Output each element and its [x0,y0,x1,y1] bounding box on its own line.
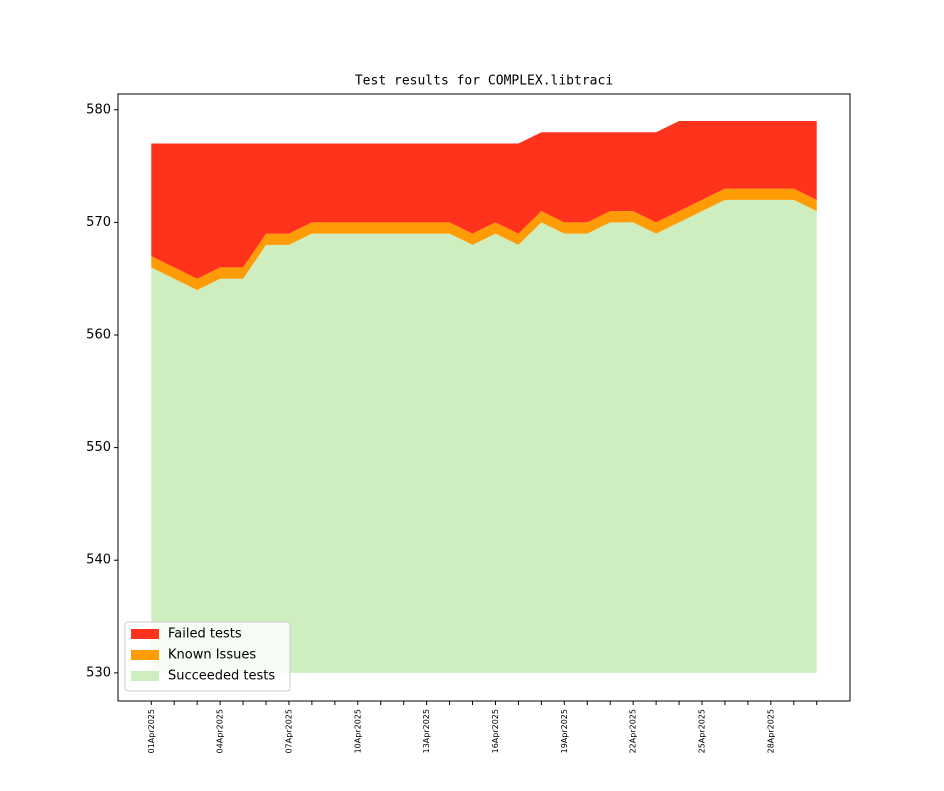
x-tick-label: 28Apr2025 [766,709,775,753]
y-tick-label: 550 [86,440,111,455]
x-tick-label: 19Apr2025 [560,709,569,753]
x-tick-label: 04Apr2025 [216,709,225,753]
y-tick-label: 540 [86,553,111,568]
area [151,199,817,673]
x-tick-label: 10Apr2025 [353,709,362,753]
x-tick-label: 07Apr2025 [284,709,293,753]
x-tick-label: 16Apr2025 [491,709,500,753]
y-tick-label: 580 [86,102,111,117]
y-tick-label: 560 [86,327,111,342]
y-tick-label: 530 [86,665,111,680]
legend-label: Known Issues [168,648,256,663]
area [151,121,817,279]
y-tick-label: 570 [86,215,111,230]
legend: Failed tests Known Issues Succeeded tests [124,621,291,692]
x-tick-label: 01Apr2025 [147,709,156,753]
legend-label: Failed tests [168,627,242,642]
chart-title: Test results for COMPLEX.libtraci [355,74,613,89]
x-tick-label: 25Apr2025 [697,709,706,753]
x-tick-label: 13Apr2025 [422,709,431,753]
legend-frame [124,621,291,692]
area [151,188,817,290]
legend-swatch [131,671,159,681]
plot-frame [117,93,851,702]
x-tick-label: 22Apr2025 [629,709,638,753]
legend-swatch [131,650,159,660]
legend-swatch [131,629,159,639]
legend-label: Succeeded tests [168,669,275,684]
